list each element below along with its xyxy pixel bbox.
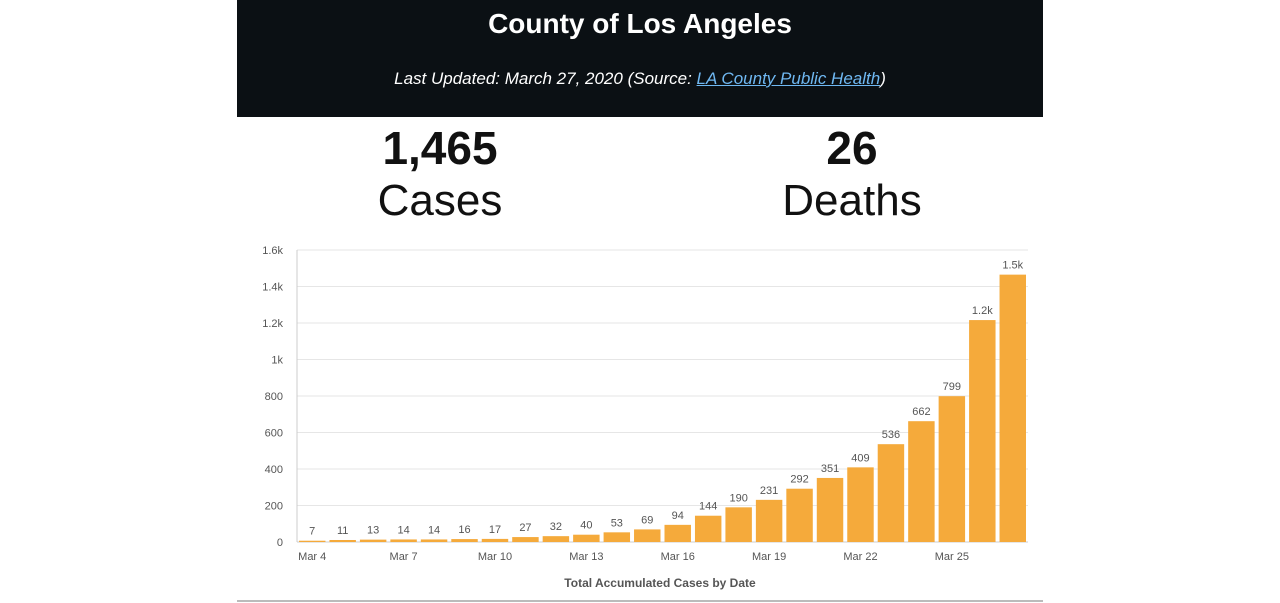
y-tick-label: 1.2k bbox=[262, 318, 283, 330]
data-label: 409 bbox=[851, 452, 869, 464]
data-label: 231 bbox=[760, 485, 778, 497]
x-tick-label: Mar 16 bbox=[661, 551, 695, 563]
y-tick-label: 0 bbox=[277, 537, 283, 549]
data-label: 13 bbox=[367, 525, 379, 537]
x-axis-label: Total Accumulated Cases by Date bbox=[564, 576, 756, 590]
bar bbox=[938, 396, 966, 542]
data-label: 53 bbox=[611, 517, 623, 529]
data-label: 11 bbox=[337, 525, 348, 537]
bar bbox=[299, 540, 326, 542]
x-tick-label: Mar 22 bbox=[843, 551, 877, 563]
data-label: 662 bbox=[912, 406, 930, 418]
data-label: 7 bbox=[309, 526, 315, 538]
bar bbox=[969, 320, 996, 542]
data-label: 1.5k bbox=[1002, 260, 1023, 272]
y-tick-label: 1.4k bbox=[262, 282, 283, 294]
x-tick-label: Mar 7 bbox=[390, 551, 418, 563]
deaths-label: Deaths bbox=[782, 176, 922, 225]
updated-prefix: Last Updated: March 27, 2020 (Source: bbox=[394, 69, 697, 88]
data-label: 1.2k bbox=[972, 305, 993, 317]
data-label: 144 bbox=[699, 501, 717, 513]
divider bbox=[237, 600, 1043, 602]
bar bbox=[573, 534, 600, 542]
page-title: County of Los Angeles bbox=[488, 8, 792, 39]
bar bbox=[755, 499, 783, 542]
bar bbox=[512, 537, 539, 542]
y-tick-label: 1.6k bbox=[262, 245, 283, 257]
data-label: 14 bbox=[428, 524, 440, 536]
bar bbox=[816, 477, 844, 542]
bar bbox=[877, 444, 905, 542]
bar bbox=[420, 539, 448, 542]
bar bbox=[359, 539, 387, 542]
data-label: 16 bbox=[458, 524, 470, 536]
data-label: 32 bbox=[550, 521, 562, 533]
x-tick-label: Mar 25 bbox=[935, 551, 969, 563]
data-label: 190 bbox=[729, 492, 747, 504]
data-label: 292 bbox=[790, 474, 808, 486]
data-label: 94 bbox=[672, 510, 684, 522]
deaths-count: 26 bbox=[826, 122, 878, 174]
bar bbox=[694, 515, 722, 542]
y-tick-label: 800 bbox=[265, 391, 283, 403]
bar bbox=[329, 539, 356, 542]
bar bbox=[603, 532, 631, 542]
data-label: 27 bbox=[519, 522, 531, 534]
bar bbox=[451, 539, 478, 542]
bar bbox=[999, 274, 1026, 542]
bar bbox=[634, 529, 661, 542]
data-label: 536 bbox=[882, 429, 900, 441]
bar bbox=[664, 524, 691, 542]
bar bbox=[542, 536, 570, 542]
deaths-stat: 26 Deaths bbox=[702, 122, 1002, 228]
data-label: 17 bbox=[489, 524, 501, 536]
y-tick-label: 1k bbox=[271, 355, 283, 367]
source-link[interactable]: LA County Public Health bbox=[696, 69, 881, 88]
y-tick-label: 200 bbox=[265, 501, 283, 513]
data-label: 69 bbox=[641, 514, 653, 526]
bar bbox=[390, 539, 417, 542]
x-tick-label: Mar 10 bbox=[478, 551, 512, 563]
cases-count: 1,465 bbox=[382, 122, 498, 174]
data-label: 351 bbox=[821, 463, 839, 475]
bar bbox=[786, 488, 813, 542]
x-tick-label: Mar 13 bbox=[569, 551, 603, 563]
y-tick-label: 400 bbox=[265, 464, 283, 476]
data-label: 799 bbox=[943, 381, 961, 393]
cases-label: Cases bbox=[377, 176, 503, 225]
header-banner: County of Los Angeles Last Updated: Marc… bbox=[237, 0, 1043, 117]
bar bbox=[847, 467, 874, 542]
last-updated: Last Updated: March 27, 2020 (Source: LA… bbox=[237, 69, 1043, 89]
x-tick-label: Mar 4 bbox=[298, 551, 326, 563]
data-label: 14 bbox=[397, 524, 409, 536]
bar bbox=[725, 507, 752, 542]
bar bbox=[908, 421, 935, 542]
updated-suffix: ) bbox=[880, 69, 886, 88]
bar bbox=[481, 538, 509, 542]
data-label: 40 bbox=[580, 520, 592, 532]
y-tick-label: 600 bbox=[265, 428, 283, 440]
cases-stat: 1,465 Cases bbox=[290, 122, 590, 228]
x-tick-label: Mar 19 bbox=[752, 551, 786, 563]
